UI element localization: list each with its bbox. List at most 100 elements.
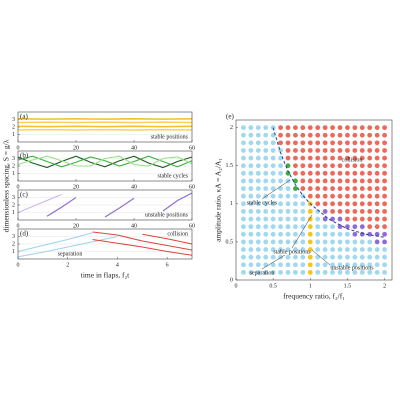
grid-point [337, 262, 343, 268]
grid-point [270, 231, 276, 237]
annotation: unstable positions [145, 212, 189, 218]
grid-point [374, 269, 380, 275]
grid-point [307, 186, 313, 191]
grid-point [255, 254, 261, 260]
grid-point [248, 148, 254, 153]
grid-point [255, 170, 261, 176]
grid-point [293, 231, 298, 237]
grid-point [293, 216, 298, 222]
grid-point [315, 170, 321, 176]
x-tick-label: 0 [17, 145, 20, 151]
grid-point [293, 125, 298, 131]
grid-point [293, 262, 298, 268]
grid-point [315, 193, 321, 199]
grid-point [293, 148, 298, 153]
grid-point [345, 216, 350, 222]
grid-point [374, 201, 380, 207]
grid-point [248, 216, 254, 222]
grid-point [322, 231, 328, 237]
grid-point [322, 132, 328, 138]
grid-point [359, 269, 365, 275]
annotation-pointer [261, 179, 291, 200]
annotation: stable positions [151, 134, 189, 140]
axes-frame [17, 228, 193, 260]
grid-point [382, 132, 387, 138]
series-line [17, 155, 193, 167]
grid-point [307, 178, 313, 184]
grid-point [359, 155, 365, 161]
grid-point [241, 178, 246, 184]
axes-frame [235, 119, 393, 281]
grid-point [278, 193, 283, 199]
grid-point [359, 239, 365, 245]
grid-point [307, 269, 313, 275]
grid-point [241, 155, 246, 161]
grid-point [374, 163, 380, 169]
grid-point [263, 140, 269, 146]
series-line [92, 238, 193, 256]
y-tick-label: 2 [12, 202, 15, 208]
annotation: separation [250, 270, 275, 276]
grid-point [345, 262, 350, 268]
grid-point [270, 216, 276, 222]
x-tick-label: 1.5 [344, 283, 352, 289]
grid-point [278, 216, 283, 222]
grid-point [330, 125, 335, 131]
grid-point [374, 193, 380, 199]
grid-point [374, 186, 380, 191]
grid-point [270, 155, 276, 161]
grid-point [255, 239, 261, 245]
grid-point [300, 262, 306, 268]
grid-point [367, 193, 373, 199]
grid-point [263, 231, 269, 237]
grid-point [285, 239, 291, 245]
grid-point [315, 247, 321, 252]
grid-point [293, 155, 298, 161]
grid-point [330, 132, 335, 138]
grid-point [263, 132, 269, 138]
grid-point [315, 209, 321, 214]
grid-point [248, 224, 254, 230]
grid-point [330, 269, 335, 275]
annotation: collision [167, 231, 188, 237]
grid-point [352, 140, 358, 146]
grid-point [315, 262, 321, 268]
grid-point [263, 269, 269, 275]
grid-point [241, 148, 246, 153]
grid-point [322, 148, 328, 153]
grid-point [352, 254, 358, 260]
grid-point [345, 170, 350, 176]
grid-point [270, 193, 276, 199]
grid-point [337, 224, 343, 230]
grid-point [374, 178, 380, 184]
x-tick-label: 40 [131, 184, 137, 190]
grid-point [337, 178, 343, 184]
grid-point [345, 224, 350, 230]
y-tick-label: 2 [12, 163, 15, 169]
grid-point [285, 231, 291, 237]
grid-point [285, 155, 291, 161]
series-line [17, 155, 193, 168]
grid-point [248, 239, 254, 245]
grid-point [352, 155, 358, 161]
grid-point [322, 186, 328, 191]
grid-point [337, 155, 343, 161]
grid-point [255, 125, 261, 131]
grid-point [248, 247, 254, 252]
grid-point [270, 262, 276, 268]
grid-point [300, 148, 306, 153]
grid-point [367, 262, 373, 268]
grid-point [263, 186, 269, 191]
grid-point [255, 224, 261, 230]
grid-point [345, 178, 350, 184]
grid-point [367, 178, 373, 184]
grid-point [241, 163, 246, 169]
grid-point [330, 239, 335, 245]
annotation-pointer [291, 214, 313, 249]
grid-point [382, 201, 387, 207]
grid-point [382, 148, 387, 153]
grid-point [345, 186, 350, 191]
grid-point [367, 239, 373, 245]
panel-label: (c) [20, 191, 28, 199]
